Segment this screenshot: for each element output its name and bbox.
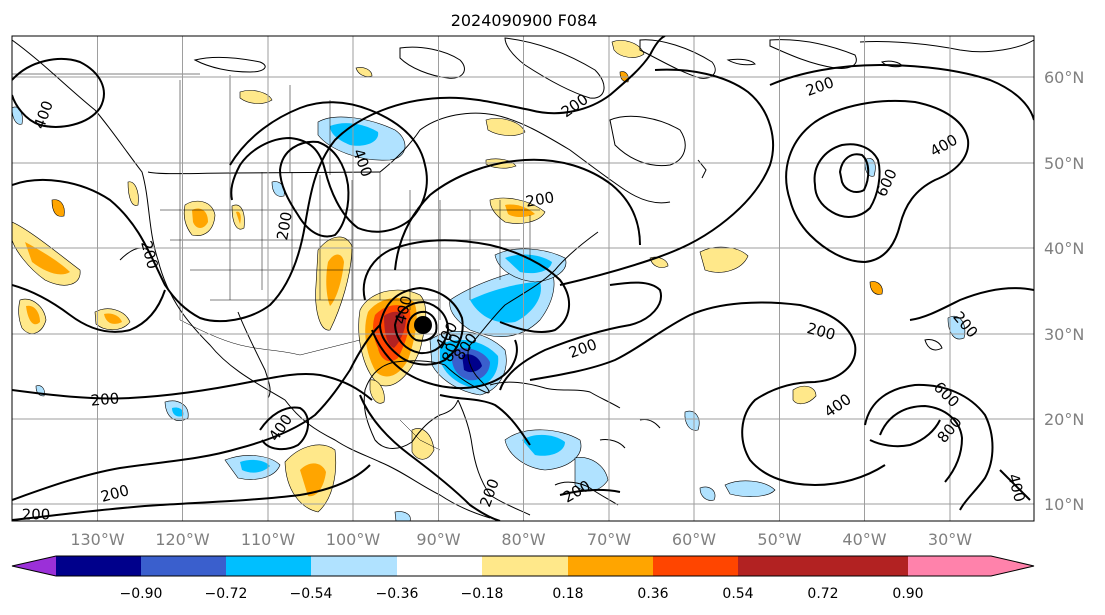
graticule	[12, 36, 1034, 521]
colorbar-tick: −0.18	[461, 586, 504, 602]
map-frame	[11, 35, 1035, 522]
colorbar-segment	[482, 556, 568, 576]
colorbar: −0.90 −0.72 −0.54 −0.36 −0.18 0.18 0.36 …	[11, 555, 1035, 602]
colorbar-tick: −0.72	[205, 586, 248, 602]
colorbar-tick: −0.36	[376, 586, 419, 602]
map-title: 2024090900 F084	[451, 11, 598, 30]
colorbar-segment-last	[823, 556, 908, 576]
colorbar-segment	[141, 556, 226, 576]
colorbar-tick: 0.72	[807, 586, 838, 602]
lon-label: 80°W	[501, 530, 545, 549]
lon-label: 90°W	[416, 530, 460, 549]
lat-label: 40°N	[1044, 239, 1084, 258]
lon-label: 30°W	[928, 530, 972, 549]
lon-label: 110°W	[241, 530, 296, 549]
coastlines	[12, 37, 1034, 519]
colorbar-tick: 0.90	[892, 586, 923, 602]
lat-label: 60°N	[1044, 68, 1084, 87]
lon-label: 50°W	[757, 530, 801, 549]
contour-lines	[12, 36, 1034, 521]
colorbar-tick: 0.18	[552, 586, 583, 602]
lat-label: 50°N	[1044, 154, 1084, 173]
lat-label: 10°N	[1044, 495, 1084, 514]
colorbar-segment	[56, 556, 141, 576]
contour-label: 200	[273, 210, 296, 241]
lon-label: 120°W	[155, 530, 210, 549]
contour-label: 200	[90, 389, 120, 409]
colorbar-tick: −0.54	[290, 586, 333, 602]
colorbar-tick: 0.36	[637, 586, 668, 602]
contour-label: 200	[22, 506, 51, 524]
longitude-labels: 130°W 120°W 110°W 100°W 90°W 80°W 70°W 6…	[70, 530, 972, 549]
lon-label: 100°W	[326, 530, 381, 549]
contour-label: 200	[524, 188, 555, 211]
lon-label: 40°W	[842, 530, 886, 549]
political-borders	[12, 73, 540, 451]
storm-center-marker	[414, 316, 432, 334]
map-panel	[12, 36, 1034, 521]
lon-label: 60°W	[672, 530, 716, 549]
colorbar-outline	[11, 555, 1035, 577]
colorbar-extend-high	[908, 556, 1034, 576]
lat-label: 30°N	[1044, 325, 1084, 344]
colorbar-extend-low	[12, 556, 56, 576]
colorbar-segment	[397, 556, 482, 576]
colorbar-segment	[226, 556, 311, 576]
colorbar-tick: 0.54	[722, 586, 753, 602]
colorbar-segment	[568, 556, 653, 576]
lon-label: 130°W	[70, 530, 125, 549]
colorbar-segment	[653, 556, 738, 576]
latitude-labels: 60°N 50°N 40°N 30°N 20°N 10°N	[1044, 68, 1084, 514]
lon-label: 70°W	[587, 530, 631, 549]
lat-label: 20°N	[1044, 410, 1084, 429]
colorbar-tick: −0.90	[120, 586, 163, 602]
anomaly-shading	[12, 40, 966, 521]
colorbar-segment	[311, 556, 397, 576]
colorbar-segment	[738, 556, 823, 576]
